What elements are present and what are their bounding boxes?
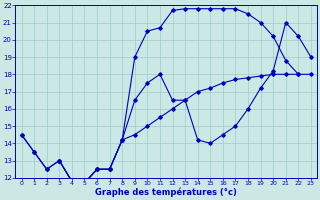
X-axis label: Graphe des températures (°c): Graphe des températures (°c) bbox=[95, 188, 237, 197]
